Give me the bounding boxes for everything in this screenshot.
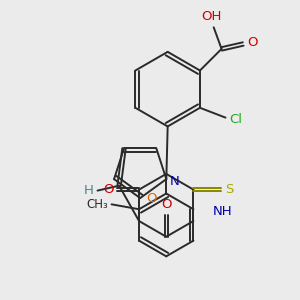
Text: O: O [146, 192, 157, 205]
Text: H: H [84, 184, 94, 197]
Text: NH: NH [213, 205, 233, 218]
Text: O: O [247, 35, 258, 49]
Text: O: O [161, 198, 172, 211]
Text: OH: OH [202, 11, 222, 23]
Text: S: S [225, 183, 233, 196]
Text: Cl: Cl [230, 113, 242, 126]
Text: N: N [170, 175, 180, 188]
Text: CH₃: CH₃ [86, 198, 108, 211]
Text: O: O [103, 183, 113, 196]
